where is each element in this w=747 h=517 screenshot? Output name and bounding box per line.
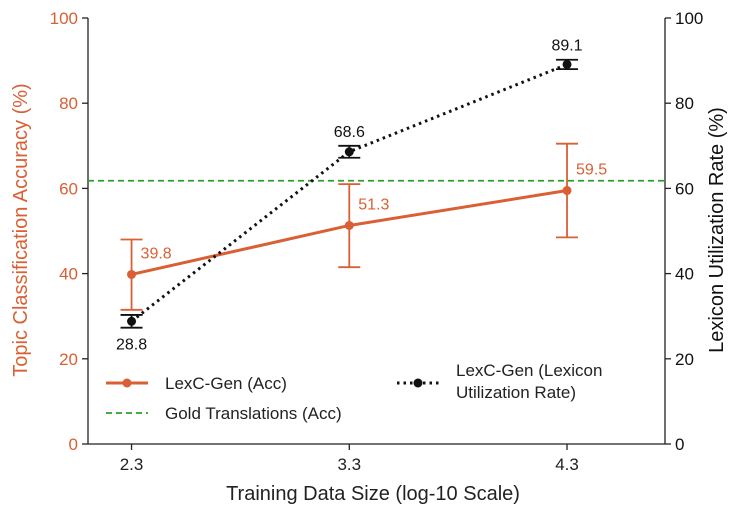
y-left-tick-label-4: 80 [59, 94, 78, 113]
y-axis-left-title: Topic Classification Accuracy (%) [10, 83, 32, 376]
lexc-acc-value-label-1: 51.3 [358, 196, 389, 213]
lexc-acc-point-2 [562, 186, 572, 196]
lexc-acc-value-label-2: 59.5 [576, 162, 607, 179]
y-right-tick-label-1: 20 [675, 350, 694, 369]
y-right-tick-label-0: 0 [675, 435, 684, 454]
y-right-tick-label-5: 100 [675, 9, 703, 28]
lexicon-rate-value-label-0: 28.8 [116, 337, 147, 354]
lexicon-rate-line [130, 63, 568, 323]
legend-label-gold: Gold Translations (Acc) [165, 404, 342, 423]
legend-label-lexicon-rate-line2: Utilization Rate) [456, 383, 576, 402]
lexc-acc-point-1 [344, 220, 354, 230]
y-left-tick-label-5: 100 [50, 9, 78, 28]
lexicon-rate-point-2 [562, 59, 572, 69]
y-left-tick-label-0: 0 [69, 435, 78, 454]
y-left-tick-label-1: 20 [59, 350, 78, 369]
legend-label-lexc-acc: LexC-Gen (Acc) [165, 374, 287, 393]
y-axis-right-title: Lexicon Utilization Rate (%) [706, 107, 728, 353]
x-axis-title: Training Data Size (log-10 Scale) [226, 483, 520, 505]
data-labels-layer: 39.8 51.3 59.5 28.8 68.6 89.1 [116, 38, 607, 354]
lexicon-rate-value-label-1: 68.6 [334, 124, 365, 141]
x-tick-label-1: 3.3 [337, 455, 361, 474]
legend: LexC-Gen (Acc) Gold Translations (Acc) L… [106, 361, 602, 423]
y-left-tick-label-3: 60 [59, 179, 78, 198]
y-right-tick-label-2: 40 [675, 265, 694, 284]
x-tick-label-2: 4.3 [555, 455, 579, 474]
axes: 0 0 20 20 40 40 60 60 80 80 100 100 2.3 3.3 4.3 [50, 9, 704, 474]
y-left-tick-label-2: 40 [59, 265, 78, 284]
marks-layer [120, 58, 579, 329]
legend-marker-lexicon-rate [413, 378, 423, 388]
lexicon-rate-value-label-2: 89.1 [551, 38, 582, 55]
x-tick-label-0: 2.3 [120, 455, 144, 474]
legend-label-lexicon-rate-line1: LexC-Gen (Lexicon [456, 361, 602, 380]
legend-marker-lexc-acc [122, 378, 132, 388]
lexicon-rate-point-0 [127, 316, 137, 326]
lexicon-rate-point-1 [344, 147, 354, 157]
y-right-tick-label-3: 60 [675, 179, 694, 198]
y-right-tick-label-4: 80 [675, 94, 694, 113]
lexc-acc-value-label-0: 39.8 [141, 245, 172, 262]
lexc-acc-point-0 [127, 269, 137, 279]
